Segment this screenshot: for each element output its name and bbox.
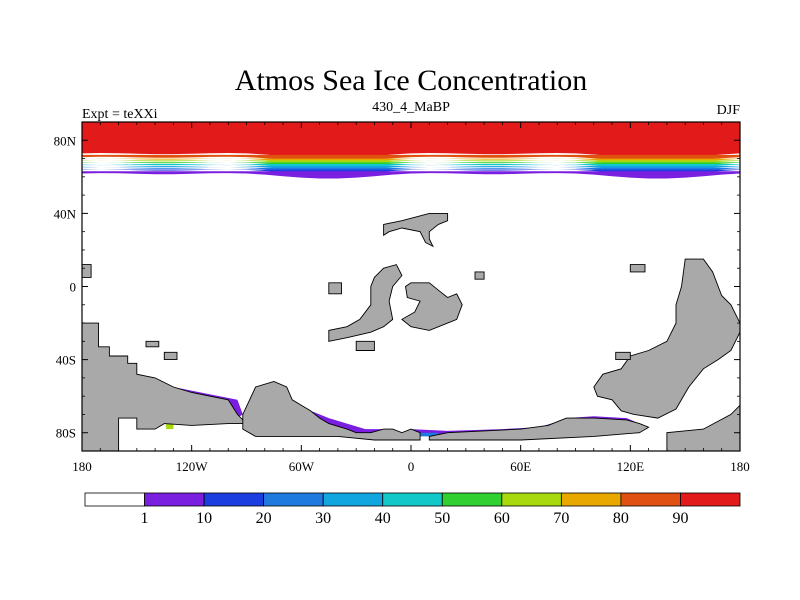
x-tick-label: 120E xyxy=(617,459,645,474)
land-small-islet-f xyxy=(629,264,646,273)
x-axis: 180 120W 60W 0 60E 120E 180 xyxy=(72,122,750,474)
season-label: DJF xyxy=(717,103,741,118)
colorbar-swatch xyxy=(203,492,265,507)
x-tick-label: 120W xyxy=(176,459,209,474)
colorbar-level-label: 80 xyxy=(613,510,629,527)
arctic-ice-band-9 xyxy=(82,171,740,179)
colorbar-level-label: 50 xyxy=(434,510,450,527)
colorbar-level-label: 20 xyxy=(256,510,272,527)
arctic-ice-band-1 xyxy=(82,154,740,163)
experiment-label: Expt = teXXi xyxy=(82,107,158,122)
colorbar-swatch xyxy=(322,492,384,507)
land-small-islet-g xyxy=(615,351,631,361)
land-small-islet-b xyxy=(81,264,92,278)
land-northern-block xyxy=(383,212,449,248)
x-tick-label: 60W xyxy=(289,459,315,474)
colorbar-swatch xyxy=(620,492,681,507)
land-layer xyxy=(81,212,741,452)
land-east-antarctic xyxy=(428,417,650,441)
y-axis: 80N 40N 0 40S 80S xyxy=(54,121,740,452)
x-tick-label: 0 xyxy=(408,459,415,474)
arctic-ice-layer xyxy=(82,122,740,179)
colorbar-swatch xyxy=(382,492,443,507)
land-nw-islet xyxy=(145,340,160,348)
y-tick-label: 40N xyxy=(54,206,77,221)
y-tick-label: 40S xyxy=(56,353,76,368)
y-tick-label: 80S xyxy=(56,426,76,441)
chart-title: Atmos Sea Ice Concentration xyxy=(235,64,587,97)
colorbar-level-label: 1 xyxy=(141,510,149,527)
x-tick-label: 60E xyxy=(510,459,531,474)
land-small-islet-e xyxy=(355,340,375,351)
land-small-islet-c xyxy=(328,282,342,295)
land-small-islet-a xyxy=(163,351,178,361)
colorbar-level-label: 60 xyxy=(494,510,510,527)
map-area xyxy=(81,121,741,452)
land-west-continent xyxy=(81,322,248,452)
land-east-continent xyxy=(593,258,741,452)
colorbar-level-label: 10 xyxy=(196,510,212,527)
x-tick-label: 180 xyxy=(730,459,750,474)
period-label: 430_4_MaBP xyxy=(372,100,450,115)
colorbar-level-label: 30 xyxy=(315,510,331,527)
colorbar-swatch xyxy=(501,492,562,507)
colorbar-swatch xyxy=(680,492,741,507)
colorbar-swatch xyxy=(84,492,145,507)
colorbar-swatch xyxy=(560,492,622,507)
colorbar-swatch xyxy=(263,492,324,507)
land-equatorial-island-a xyxy=(328,264,403,342)
colorbar-swatch xyxy=(144,492,205,507)
colorbar-level-label: 90 xyxy=(672,510,688,527)
y-tick-label: 0 xyxy=(70,280,77,295)
colorbar-level-label: 40 xyxy=(375,510,391,527)
land-small-islet-d xyxy=(474,271,485,280)
colorbar: 1 10 20 30 40 50 60 70 80 90 xyxy=(84,492,741,527)
land-central-antarctic-peninsula xyxy=(242,381,421,441)
colorbar-level-label: 70 xyxy=(553,510,569,527)
arctic-ice-band-0 xyxy=(82,122,740,159)
y-tick-label: 80N xyxy=(54,133,77,148)
x-tick-label: 180 xyxy=(72,459,92,474)
land-equatorial-island-b xyxy=(401,282,463,331)
colorbar-swatch xyxy=(441,492,503,507)
